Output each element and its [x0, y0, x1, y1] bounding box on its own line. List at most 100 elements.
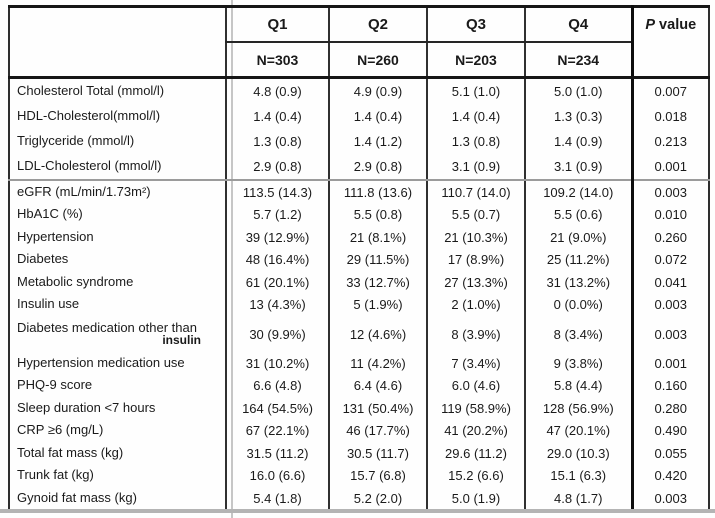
q3-value-cell: 5.5 (0.7): [426, 203, 525, 226]
row-label-text: HDL-Cholesterol(mmol/l): [17, 108, 161, 124]
table-row: Diabetes 48 (16.4%) 29 (11.5%) 17 (8.9%) 25 …: [9, 248, 709, 272]
p-value-cell: 0.010: [630, 203, 709, 226]
q4-value-cell: 1.3 (0.3): [524, 104, 632, 129]
q2-value-cell: 1.4 (0.4): [328, 104, 427, 129]
q3-value-cell: 5.1 (1.0): [426, 77, 525, 104]
q4-value-cell: 29.0 (10.3): [524, 442, 632, 465]
row-label-text: CRP ≥6 (mg/L): [17, 422, 104, 438]
row-label-cell: eGFR (mL/min/1.73m²): [9, 180, 226, 204]
row-label-text: Diabetes medication other than: [17, 320, 197, 335]
q4-value-cell: 3.1 (0.9): [524, 154, 632, 181]
p-value-cell: 0.003: [630, 316, 709, 352]
row-label-cell: Total fat mass (kg): [9, 442, 226, 465]
row-label-cell: Diabetes medication other than insulin: [9, 316, 226, 352]
row-label-cell: Cholesterol Total (mmol/l): [9, 78, 226, 105]
q2-value-cell: 30.5 (11.7): [328, 442, 427, 465]
table-row: HbA1C (%) 5.7 (1.2) 5.5 (0.8) 5.5 (0.7) 5.5 …: [9, 203, 709, 226]
row-label-cell: Sleep duration <7 hours: [9, 397, 226, 420]
q2-value-cell: 5.2 (2.0): [328, 487, 427, 510]
row-label-text: Total fat mass (kg): [17, 444, 124, 460]
q4-value-cell: 5.5 (0.6): [524, 203, 632, 226]
p-value-cell: 0.018: [630, 104, 709, 129]
q3-value-cell: 119 (58.9%): [426, 397, 525, 420]
header-empty-corner-cell: [9, 6, 226, 79]
q2-value-cell: 6.4 (4.6): [328, 374, 427, 397]
row-label-text: Diabetes: [17, 251, 69, 267]
header-n-q2: N=260: [328, 42, 427, 79]
q3-value-cell: 7 (3.4%): [426, 352, 525, 375]
p-value-cell: 0.007: [630, 77, 709, 104]
q1-value-cell: 5.7 (1.2): [225, 203, 329, 226]
header-row-n-counts: N=303 N=260 N=203 N=234: [9, 42, 709, 79]
q2-value-cell: 21 (8.1%): [328, 226, 427, 249]
p-value-cell: 0.001: [630, 352, 709, 375]
q3-value-cell: 5.0 (1.9): [426, 487, 525, 510]
q4-value-cell: 9 (3.8%): [524, 352, 632, 375]
row-label-cell: PHQ-9 score: [9, 375, 226, 398]
row-label-cell: Trunk fat (kg): [9, 465, 226, 488]
row-label-cell: Hypertension medication use: [9, 352, 226, 375]
p-italic-letter: P: [645, 17, 656, 33]
q2-value-cell: 12 (4.6%): [328, 316, 427, 352]
q3-value-cell: 1.3 (0.8): [426, 129, 525, 154]
q3-value-cell: 41 (20.2%): [426, 419, 525, 442]
q2-value-cell: 33 (12.7%): [328, 271, 427, 294]
q3-value-cell: 3.1 (0.9): [426, 154, 525, 181]
q3-value-cell: 110.7 (14.0): [426, 180, 525, 204]
q4-value-cell: 15.1 (6.3): [524, 464, 632, 487]
table-row: Triglyceride (mmol/l) 1.3 (0.8) 1.4 (1.2) 1…: [9, 129, 709, 154]
row-label-cell: LDL-Cholesterol (mmol/l): [9, 154, 226, 181]
q1-value-cell: 48 (16.4%): [225, 248, 329, 271]
row-label-cell: Diabetes: [9, 249, 226, 272]
row-label-cell: Insulin use: [9, 294, 226, 317]
q2-value-cell: 5.5 (0.8): [328, 203, 427, 226]
q3-value-cell: 6.0 (4.6): [426, 374, 525, 397]
table-row: eGFR (mL/min/1.73m²) 113.5 (14.3) 111.8 (1…: [9, 180, 709, 204]
row-label-text: Trunk fat (kg): [17, 467, 94, 483]
header-row-quartiles: Q1 Q2 Q3 Q4 P value: [9, 6, 709, 79]
row-label-text: Hypertension: [17, 228, 94, 244]
p-value-cell: 0.213: [630, 129, 709, 154]
row-label-text: Metabolic syndrome: [17, 273, 134, 289]
table-row: Hypertension medication use 31 (10.2%) 11 …: [9, 352, 709, 375]
q3-value-cell: 1.4 (0.4): [426, 104, 525, 129]
table-row: Sleep duration <7 hours 164 (54.5%) 131 (5…: [9, 397, 709, 420]
row-label-text: eGFR (mL/min/1.73m²): [17, 183, 151, 199]
q1-value-cell: 16.0 (6.6): [225, 464, 329, 487]
table-row: LDL-Cholesterol (mmol/l) 2.9 (0.8) 2.9 (0.…: [9, 154, 709, 181]
page-guide-bottom-line: [0, 509, 715, 513]
q3-value-cell: 17 (8.9%): [426, 248, 525, 271]
p-value-cell: 0.280: [630, 397, 709, 420]
p-value-cell: 0.490: [630, 419, 709, 442]
q3-value-cell: 27 (13.3%): [426, 271, 525, 294]
q1-value-cell: 6.6 (4.8): [225, 374, 329, 397]
q2-value-cell: 11 (4.2%): [328, 352, 427, 375]
table-row: Cholesterol Total (mmol/l) 4.8 (0.9) 4.9 (…: [9, 77, 709, 105]
q1-value-cell: 164 (54.5%): [225, 397, 329, 420]
q4-value-cell: 5.8 (4.4): [524, 374, 632, 397]
row-label-cell: CRP ≥6 (mg/L): [9, 420, 226, 443]
q1-value-cell: 31.5 (11.2): [225, 442, 329, 465]
table-row: Gynoid fat mass (kg) 5.4 (1.8) 5.2 (2.0) 5.…: [9, 487, 709, 510]
table-row: PHQ-9 score 6.6 (4.8) 6.4 (4.6) 6.0 (4.6) 5.…: [9, 374, 709, 398]
q2-value-cell: 1.4 (1.2): [328, 129, 427, 154]
q4-value-cell: 128 (56.9%): [524, 397, 632, 420]
p-value-cell: 0.072: [630, 248, 709, 271]
p-value-cell: 0.055: [630, 442, 709, 465]
q2-value-cell: 2.9 (0.8): [328, 154, 427, 181]
q3-value-cell: 21 (10.3%): [426, 226, 525, 249]
q1-value-cell: 30 (9.9%): [225, 316, 329, 352]
table-row: Diabetes medication other than insulin 30 …: [9, 316, 709, 352]
q4-value-cell: 109.2 (14.0): [524, 180, 632, 204]
p-value-cell: 0.003: [630, 487, 709, 510]
row-label-cell: Metabolic syndrome: [9, 271, 226, 294]
row-label-cell: Gynoid fat mass (kg): [9, 487, 226, 510]
header-q1: Q1: [225, 6, 329, 43]
p-value-cell: 0.420: [630, 464, 709, 487]
row-label-text: Sleep duration <7 hours: [17, 399, 156, 415]
row-label-second-line: insulin: [162, 332, 201, 347]
q4-value-cell: 1.4 (0.9): [524, 129, 632, 154]
row-label-cell: HDL-Cholesterol(mmol/l): [9, 104, 226, 129]
row-label-cell: Hypertension: [9, 226, 226, 249]
